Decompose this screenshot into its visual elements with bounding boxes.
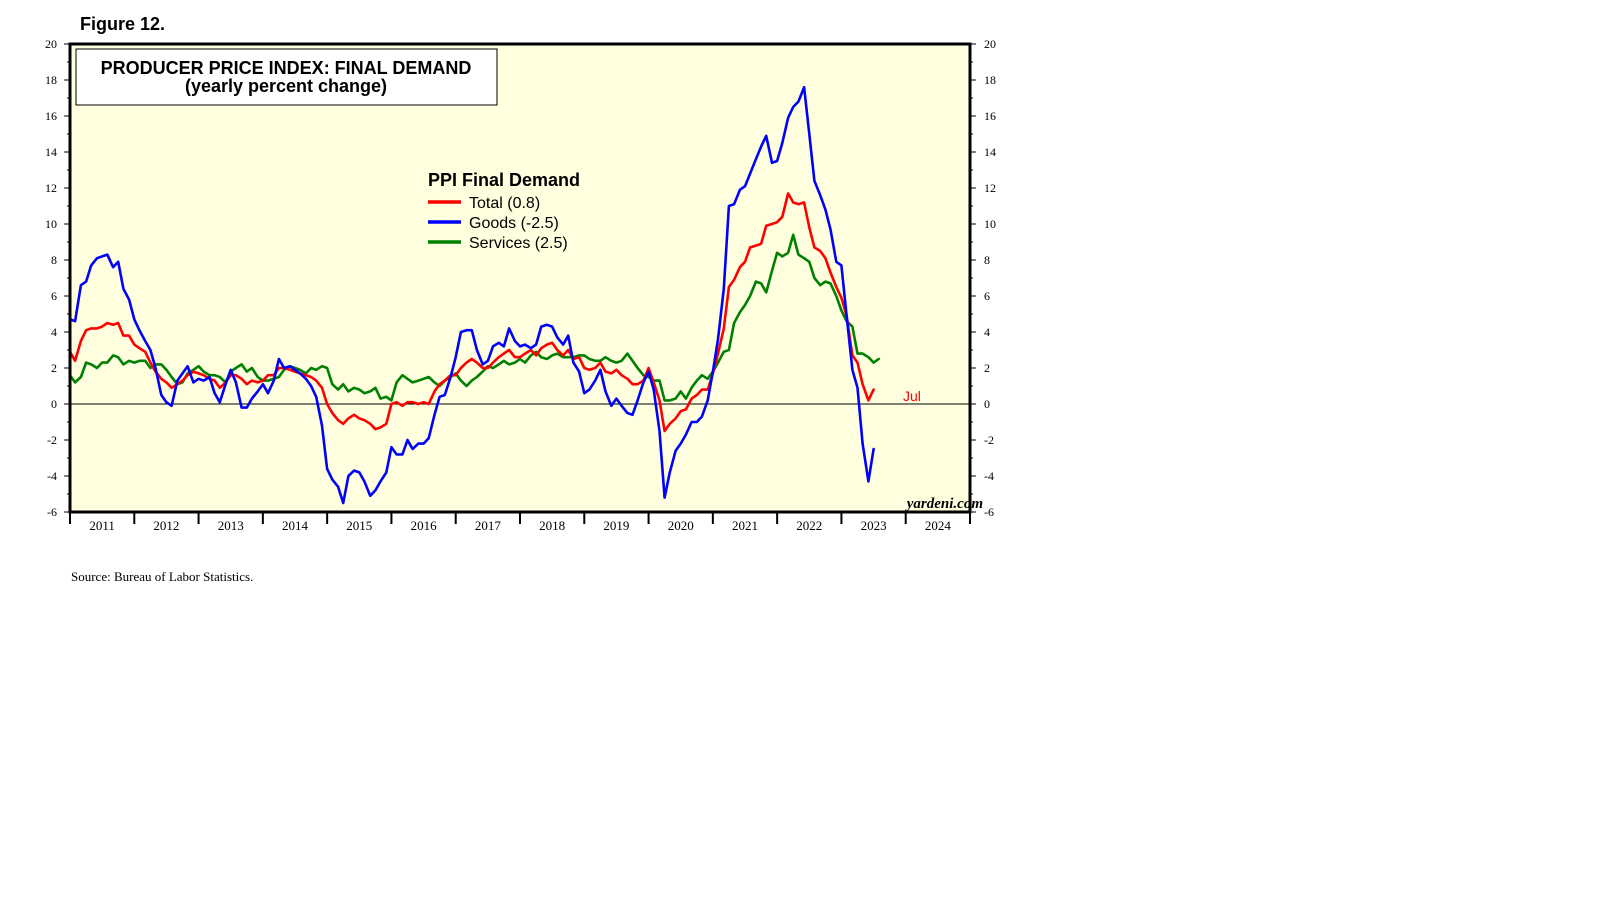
series-line-2	[68, 233, 880, 402]
end-annotation-jul: Jul	[903, 388, 921, 404]
legend-title: PPI Final Demand	[428, 170, 580, 190]
x-tick-label: 2021	[732, 518, 758, 533]
y-tick-label-right: -2	[984, 433, 994, 447]
y-tick-label-right: -6	[984, 505, 994, 519]
y-tick-label-left: -2	[47, 433, 57, 447]
legend: PPI Final Demand Total (0.8) Goods (-2.5…	[428, 170, 580, 252]
y-tick-label-left: 8	[51, 253, 57, 267]
y-tick-label-left: 20	[45, 37, 57, 51]
y-tick-label-right: 14	[984, 145, 996, 159]
y-tick-label-right: 4	[984, 325, 990, 339]
legend-label-total: Total (0.8)	[469, 195, 540, 212]
legend-label-goods: Goods (-2.5)	[469, 215, 559, 232]
series-line-0	[68, 192, 875, 433]
y-tick-label-left: 0	[51, 397, 57, 411]
x-tick-label: 2024	[925, 518, 952, 533]
y-tick-label-right: 2	[984, 361, 990, 375]
x-axis: 2011 2012 2013 2014 2015 2016 2017 2018 2019 2020…	[69, 512, 971, 533]
y-tick-label-left: 6	[51, 289, 57, 303]
y-tick-label-right: 20	[984, 37, 996, 51]
x-tick-label: 2017	[475, 518, 502, 533]
left-y-axis: -6 -4 -2 0 2 4 6 8 10 12 14 16 18 20	[45, 37, 70, 519]
ppi-chart: -6 -4 -2 0 2 4 6 8 10 12 14 16 18 20 -6 -4 -2 0 2 4 6 8 10 12 1…	[45, 37, 996, 533]
watermark: yardeni.com	[905, 496, 983, 512]
y-tick-label-left: -4	[47, 469, 57, 483]
y-tick-label-left: 14	[45, 145, 57, 159]
x-tick-label: 2020	[668, 518, 694, 533]
right-y-axis: -6 -4 -2 0 2 4 6 8 10 12 14 16 18 20	[970, 37, 996, 519]
y-tick-label-left: 18	[45, 73, 57, 87]
y-tick-label-right: 16	[984, 109, 996, 123]
x-tick-label: 2013	[218, 518, 244, 533]
source-note: Source: Bureau of Labor Statistics.	[71, 569, 254, 584]
y-tick-label-right: 8	[984, 253, 990, 267]
x-tick-label: 2022	[796, 518, 822, 533]
plot-background	[70, 44, 970, 512]
y-tick-label-left: 2	[51, 361, 57, 375]
y-tick-label-right: 6	[984, 289, 990, 303]
y-tick-label-left: 16	[45, 109, 57, 123]
x-tick-label: 2014	[282, 518, 309, 533]
x-tick-label: 2018	[539, 518, 565, 533]
y-tick-label-right: 0	[984, 397, 990, 411]
y-tick-label-right: 18	[984, 73, 996, 87]
x-tick-label: 2011	[89, 518, 115, 533]
title-box: PRODUCER PRICE INDEX: FINAL DEMAND (year…	[75, 48, 498, 106]
figure-label: Figure 12.	[80, 14, 166, 34]
legend-label-services: Services (2.5)	[469, 235, 568, 252]
chart-subtitle: (yearly percent change)	[185, 76, 387, 96]
x-tick-label: 2023	[861, 518, 887, 533]
y-tick-label-right: 10	[984, 217, 996, 231]
series-line-1	[68, 85, 875, 505]
y-tick-label-left: -6	[47, 505, 57, 519]
x-tick-label: 2015	[346, 518, 372, 533]
y-tick-label-left: 10	[45, 217, 57, 231]
x-tick-label: 2012	[153, 518, 179, 533]
y-tick-label-left: 12	[45, 181, 57, 195]
y-tick-label-right: -4	[984, 469, 994, 483]
y-tick-label-left: 4	[51, 325, 57, 339]
chart-title: PRODUCER PRICE INDEX: FINAL DEMAND	[101, 58, 472, 78]
x-tick-label: 2016	[411, 518, 438, 533]
x-tick-label: 2019	[603, 518, 629, 533]
y-tick-label-right: 12	[984, 181, 996, 195]
